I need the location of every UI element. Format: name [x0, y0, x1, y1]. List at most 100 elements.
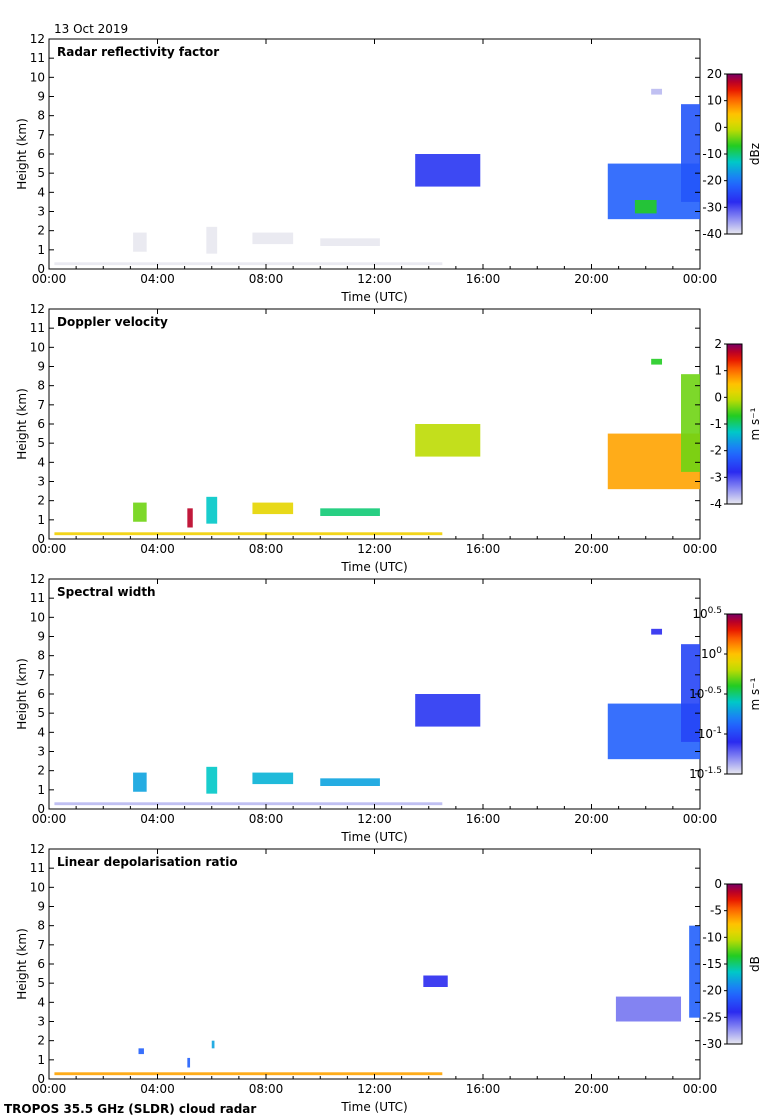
y-tick-label: 0: [37, 1072, 45, 1086]
x-tick-label: 12:00: [357, 272, 392, 286]
echo-region: [634, 200, 657, 214]
x-tick-label: 20:00: [574, 542, 609, 556]
y-tick-label: 1: [37, 783, 45, 797]
y-tick-label: 7: [37, 668, 45, 682]
echo-region: [320, 508, 380, 516]
y-tick-label: 8: [37, 919, 45, 933]
echo-region: [651, 358, 663, 365]
colorbar-tick-label: -30: [702, 1037, 722, 1051]
echo-region: [206, 226, 218, 254]
y-tick-label: 9: [37, 360, 45, 374]
date-label: 13 Oct 2019: [54, 22, 128, 36]
echo-region: [54, 1072, 443, 1076]
x-tick-label: 08:00: [249, 812, 284, 826]
y-tick-label: 11: [30, 861, 45, 875]
x-tick-label: 16:00: [466, 1082, 501, 1096]
x-tick-label: 00:00: [32, 812, 67, 826]
panel-title: Doppler velocity: [57, 315, 168, 329]
x-tick-label: 12:00: [357, 542, 392, 556]
y-tick-label: 10: [30, 340, 45, 354]
x-tick-label: 00:00: [683, 272, 718, 286]
colorbar-tick-label: -40: [702, 227, 722, 241]
colorbar-tick-label: -2: [710, 444, 722, 458]
colorbar-tick-label: 0: [714, 390, 722, 404]
x-tick-label: 04:00: [140, 272, 175, 286]
x-tick-label: 20:00: [574, 812, 609, 826]
echo-region: [320, 238, 380, 246]
y-tick-label: 4: [37, 725, 45, 739]
colorbar-tick-label: 100.5: [692, 606, 722, 621]
y-tick-label: 10: [30, 880, 45, 894]
echo-region: [206, 766, 218, 794]
y-tick-label: 3: [37, 205, 45, 219]
colorbar-tick-label: -1: [710, 417, 722, 431]
colorbar-tick-label: 2: [714, 337, 722, 351]
echo-region: [415, 424, 481, 457]
y-tick-label: 8: [37, 379, 45, 393]
x-tick-label: 00:00: [683, 1082, 718, 1096]
x-tick-label: 12:00: [357, 1082, 392, 1096]
x-tick-label: 04:00: [140, 542, 175, 556]
x-tick-label: 16:00: [466, 272, 501, 286]
y-tick-label: 8: [37, 649, 45, 663]
colorbar-tick-label: -20: [702, 174, 722, 188]
x-tick-label: 08:00: [249, 542, 284, 556]
echo-region: [423, 975, 448, 987]
y-tick-label: 7: [37, 938, 45, 952]
echo-region: [651, 88, 663, 95]
echo-region: [681, 644, 700, 742]
y-tick-label: 11: [30, 51, 45, 65]
y-axis-label: Height (km): [15, 658, 29, 729]
echo-region: [415, 694, 481, 727]
x-tick-label: 00:00: [683, 812, 718, 826]
plot-frame: [48, 308, 701, 540]
y-tick-label: 5: [37, 706, 45, 720]
y-tick-label: 8: [37, 109, 45, 123]
x-tick-label: 08:00: [249, 1082, 284, 1096]
y-tick-label: 0: [37, 262, 45, 276]
colorbar-tick-label: -5: [710, 904, 722, 918]
y-tick-label: 9: [37, 900, 45, 914]
y-tick-label: 4: [37, 995, 45, 1009]
colorbar-label: m s⁻¹: [748, 407, 762, 440]
y-tick-label: 2: [37, 494, 45, 508]
colorbar-tick-label: -20: [702, 984, 722, 998]
footer-label: TROPOS 35.5 GHz (SLDR) cloud radar: [4, 1102, 256, 1116]
echo-region: [415, 154, 481, 187]
colorbar-tick-label: -4: [710, 497, 722, 511]
x-axis-label: Time (UTC): [340, 560, 407, 574]
x-axis-label: Time (UTC): [340, 1100, 407, 1114]
colorbar-tick-label: -10: [702, 930, 722, 944]
echo-region: [54, 532, 443, 536]
colorbar-label: dB: [748, 956, 762, 972]
y-tick-label: 0: [37, 802, 45, 816]
panel-title: Spectral width: [57, 585, 156, 599]
colorbar: [726, 343, 743, 505]
y-tick-label: 9: [37, 630, 45, 644]
colorbar-tick-label: 10-1: [698, 726, 722, 741]
y-tick-label: 5: [37, 436, 45, 450]
echo-region: [54, 262, 443, 266]
y-tick-label: 3: [37, 1015, 45, 1029]
x-tick-label: 00:00: [32, 1082, 67, 1096]
y-tick-label: 10: [30, 70, 45, 84]
x-tick-label: 16:00: [466, 542, 501, 556]
y-tick-label: 3: [37, 475, 45, 489]
y-tick-label: 10: [30, 610, 45, 624]
plot-frame: [48, 38, 701, 270]
echo-region: [187, 508, 193, 528]
echo-region: [138, 1048, 144, 1055]
colorbar-tick-label: 10-1.5: [689, 766, 722, 781]
y-tick-label: 11: [30, 321, 45, 335]
echo-region: [54, 802, 443, 806]
echo-region: [252, 232, 294, 245]
y-tick-label: 7: [37, 398, 45, 412]
y-tick-label: 0: [37, 532, 45, 546]
y-tick-label: 12: [30, 32, 45, 46]
y-tick-label: 1: [37, 243, 45, 257]
x-tick-label: 20:00: [574, 1082, 609, 1096]
plot-frame: [48, 848, 701, 1080]
colorbar-tick-label: 0: [714, 877, 722, 891]
